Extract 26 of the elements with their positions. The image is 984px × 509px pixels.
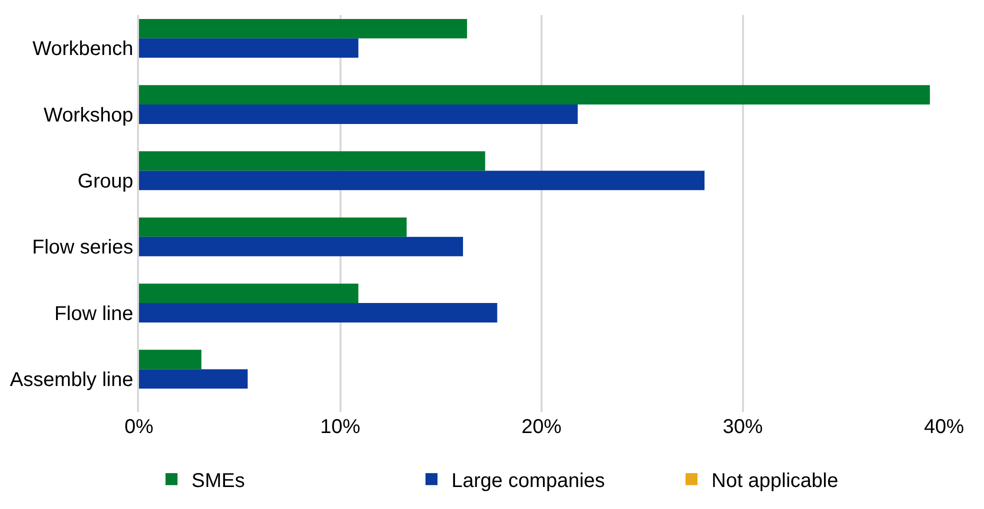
- bar: [139, 151, 486, 171]
- x-tick-label: 0%: [124, 416, 154, 438]
- y-tick-label: Flow series: [32, 236, 134, 259]
- bar: [139, 350, 202, 370]
- legend-label: SMEs: [192, 470, 245, 492]
- bar: [139, 170, 705, 190]
- y-tick-label: Flow line: [54, 302, 134, 325]
- y-tick-label: Assembly line: [10, 368, 134, 391]
- bar: [139, 38, 358, 58]
- x-tick-label: 30%: [722, 416, 763, 438]
- bar: [139, 369, 248, 389]
- legend-label: Large companies: [452, 470, 605, 492]
- x-tick-label: 20%: [521, 416, 562, 438]
- bar: [139, 104, 578, 124]
- x-tick-label: 40%: [924, 416, 964, 438]
- bar: [139, 236, 464, 256]
- x-tick-label: 10%: [320, 416, 360, 438]
- y-tick-label: Group: [78, 170, 134, 192]
- bar: [139, 303, 498, 322]
- bar: [139, 217, 407, 237]
- legend-label: Not applicable: [712, 470, 838, 492]
- bar: [139, 284, 358, 304]
- bar: [139, 85, 930, 105]
- y-tick-label: Workshop: [44, 104, 134, 126]
- bar: [139, 18, 468, 38]
- y-tick-label: Workbench: [32, 38, 134, 60]
